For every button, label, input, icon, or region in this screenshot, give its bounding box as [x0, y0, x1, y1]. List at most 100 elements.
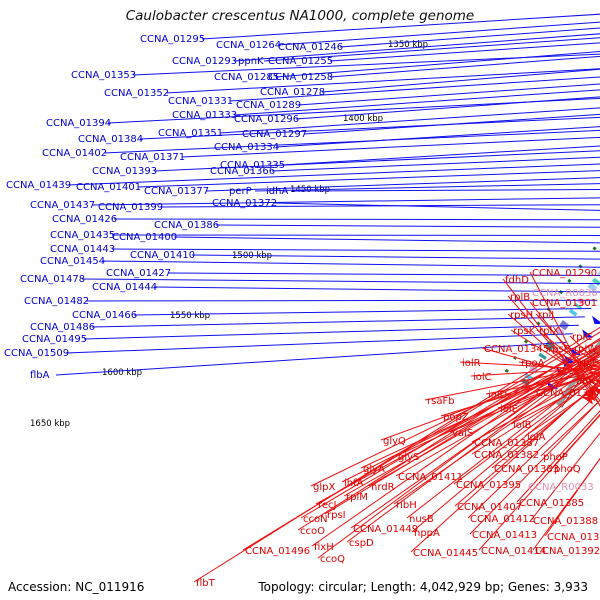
gene-label-plus[interactable]: valS [452, 428, 473, 439]
gene-label-minus[interactable]: CCNA_01295 [140, 34, 205, 45]
gene-label-minus[interactable]: CCNA_01435 [50, 230, 115, 241]
gene-label-plus[interactable]: CCNA_01388 [533, 516, 598, 527]
gene-label-plus[interactable]: fdhD [505, 275, 529, 286]
gene-label-plus[interactable]: iolE [500, 404, 518, 415]
gene-label-minus[interactable]: CCNA_01486 [30, 322, 95, 333]
gene-label-plus[interactable]: CCNA_01345 [484, 344, 549, 355]
gene-label-minus[interactable]: CCNA_01437 [30, 200, 95, 211]
gene-label-minus[interactable]: idhA [266, 186, 288, 197]
gene-label-plus[interactable]: iolC [473, 372, 492, 383]
gene-label-plus[interactable]: CCNA_01449 [353, 524, 418, 535]
gene-label-plus[interactable]: rplE [579, 358, 599, 369]
gene-label-plus[interactable]: rsaFb [427, 396, 455, 407]
gene-label-minus[interactable]: CCNA_01255 [268, 56, 333, 67]
gene-label-minus[interactable]: CCNA_01509 [4, 348, 69, 359]
gene-label-minus[interactable]: CCNA_01366 [210, 166, 275, 177]
gene-label-plus[interactable]: phoP [543, 452, 568, 463]
gene-label-minus[interactable]: CCNA_01293 [172, 56, 237, 67]
gene-label-minus[interactable]: perP [229, 186, 252, 197]
gene-label-minus[interactable]: CCNA_01466 [72, 310, 137, 321]
gene-label-minus[interactable]: CCNA_01495 [22, 334, 87, 345]
gene-label-plus[interactable]: fixH [314, 542, 334, 553]
gene-label-minus[interactable]: CCNA_01454 [40, 256, 105, 267]
gene-label-plus[interactable]: glyS [398, 452, 419, 463]
gene-label-plus[interactable]: CCNA_01395 [456, 480, 521, 491]
gene-label-plus[interactable]: CCNA_01392 [535, 546, 600, 557]
gene-label-minus[interactable]: CCNA_01285 [214, 72, 279, 83]
gene-label-plus[interactable]: rplC [572, 332, 592, 343]
gene-label-plus[interactable]: CCNA_01387 [474, 438, 539, 449]
gene-label-minus[interactable]: CCNA_01351 [158, 128, 223, 139]
gene-label-plus[interactable]: recJ [318, 500, 337, 511]
gene-label-plus[interactable]: ccoO [300, 526, 325, 537]
gene-label-plus[interactable]: CCNA_01445 [413, 548, 478, 559]
gene-label-plus[interactable]: ccoN [303, 514, 328, 525]
gene-label-plus[interactable]: CCNA_01301 [532, 298, 597, 309]
gene-label-minus[interactable]: CCNA_01399 [98, 202, 163, 213]
gene-label-minus[interactable]: CCNA_01331 [168, 96, 233, 107]
gene-label-plus[interactable]: rpsH [510, 310, 533, 321]
gene-label-minus[interactable]: CCNA_01427 [106, 268, 171, 279]
gene-label-plus[interactable]: rpsK [513, 326, 536, 337]
gene-label-plus[interactable]: cspD [349, 538, 374, 549]
gene-label-minus[interactable]: CCNA_01402 [42, 148, 107, 159]
gene-label-minus[interactable]: CCNA_01482 [24, 296, 89, 307]
gene-label-minus[interactable]: CCNA_01278 [260, 87, 325, 98]
gene-label-minus[interactable]: CCNA_01335 [220, 160, 285, 171]
gene-label-minus[interactable]: CCNA_01371 [120, 152, 185, 163]
gene-label-plus[interactable]: iolR [462, 358, 481, 369]
gene-label-plus[interactable]: ribH [396, 500, 417, 511]
gene-label-plus[interactable]: rplJ [538, 310, 554, 321]
gene-label-plus[interactable]: popZ [443, 412, 469, 423]
gene-label-plus[interactable]: nrdR [371, 482, 395, 493]
gene-label-plus[interactable]: phoQ [554, 464, 581, 475]
gene-label-minus[interactable]: CCNA_01401 [76, 182, 141, 193]
gene-label-plus[interactable]: ihfA [344, 478, 364, 489]
gene-label-minus[interactable]: CCNA_01289 [236, 100, 301, 111]
gene-label-minus[interactable]: CCNA_01426 [52, 214, 117, 225]
gene-label-plus[interactable]: flbT [196, 578, 216, 589]
gene-label-minus[interactable]: CCNA_01297 [242, 129, 307, 140]
gene-label-minus[interactable]: CCNA_01352 [104, 88, 169, 99]
gene-label-minus[interactable]: CCNA_01394 [46, 118, 111, 129]
gene-label-plus[interactable]: CCNA_01383 [494, 464, 559, 475]
gene-label-plus[interactable]: CCNA_01496 [245, 546, 310, 557]
gene-label-plus[interactable]: rplB [510, 292, 530, 303]
gene-label-minus[interactable]: CCNA_01264 [216, 40, 281, 51]
gene-label-plus[interactable]: hppA [414, 528, 440, 539]
gene-label-minus[interactable]: CCNA_01443 [50, 244, 115, 255]
gene-label-minus[interactable]: flbA [30, 370, 50, 381]
gene-label-plus[interactable]: iolA [527, 432, 546, 443]
gene-label-plus[interactable]: rplM [346, 492, 368, 503]
gene-label-minus[interactable]: CCNA_01333 [172, 110, 237, 121]
gene-label-plus[interactable]: CCNA_01411 [398, 472, 463, 483]
gene-label-plus[interactable]: rpsI [327, 510, 346, 521]
gene-label-plus[interactable]: CCNA_01347 [536, 388, 600, 399]
gene-label-minus[interactable]: CCNA_01444 [92, 282, 157, 293]
gene-label-plus[interactable]: CCNA_01413 [472, 530, 537, 541]
gene-label-plus[interactable]: CCNA_01412 [470, 514, 535, 525]
gene-label-minus[interactable]: CCNA_01353 [71, 70, 136, 81]
gene-label-minus[interactable]: CCNA_01372 [212, 198, 277, 209]
gene-label-plus[interactable]: glyQ [383, 436, 406, 447]
gene-label-minus[interactable]: CCNA_01386 [154, 220, 219, 231]
gene-label-plus[interactable]: adk [576, 376, 594, 387]
gene-label-plus[interactable]: rplW [574, 344, 597, 355]
rna-label[interactable]: CCNA_R0030 [532, 288, 598, 299]
gene-label-plus[interactable]: CCNA_01290 [532, 268, 597, 279]
gene-label-plus[interactable]: rpoA [521, 358, 545, 369]
gene-label-plus[interactable]: glyA [363, 464, 385, 475]
gene-label-minus[interactable]: ppnK [238, 56, 264, 67]
rna-label[interactable]: CCNA_R0033 [528, 482, 594, 493]
gene-label-plus[interactable]: iolB [513, 420, 532, 431]
gene-label-minus[interactable]: CCNA_01296 [234, 114, 299, 125]
gene-label-minus[interactable]: CCNA_01478 [20, 274, 85, 285]
gene-label-plus[interactable]: rplX [539, 326, 559, 337]
gene-label-minus[interactable]: CCNA_01400 [112, 232, 177, 243]
gene-label-minus[interactable]: CCNA_01393 [92, 166, 157, 177]
gene-label-minus[interactable]: CCNA_01377 [144, 186, 209, 197]
gene-label-minus[interactable]: CCNA_01258 [268, 72, 333, 83]
gene-label-minus[interactable]: CCNA_01439 [6, 180, 71, 191]
gene-label-plus[interactable]: glpX [313, 482, 335, 493]
gene-label-plus[interactable]: iolD [488, 390, 508, 401]
